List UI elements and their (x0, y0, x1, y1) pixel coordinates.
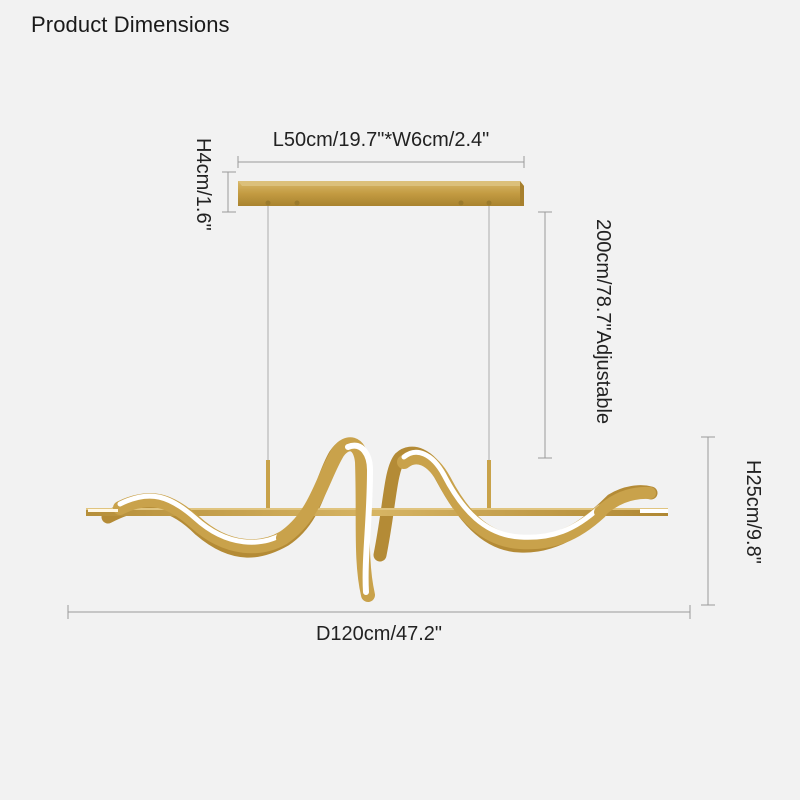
suspension-cords (267, 206, 490, 462)
fixture-height-dimension (701, 436, 715, 606)
fixture-length-label: D120cm/47.2" (315, 623, 443, 645)
canopy-length-dimension (237, 156, 525, 168)
page-title: Product Dimensions (31, 12, 230, 37)
canopy-height-dimension (222, 171, 236, 213)
canopy-dimension-label: L50cm/19.7"*W6cm/2.4" (272, 129, 490, 151)
led-ribbon-front (113, 437, 656, 602)
cord-grippers (266, 460, 491, 509)
horizontal-bar (86, 508, 668, 516)
cord-length-dimension (538, 211, 552, 459)
dimension-lines (67, 156, 715, 619)
bar-led-strip (88, 509, 668, 513)
fixture-length-dimension (67, 605, 691, 619)
ceiling-canopy (238, 181, 524, 206)
